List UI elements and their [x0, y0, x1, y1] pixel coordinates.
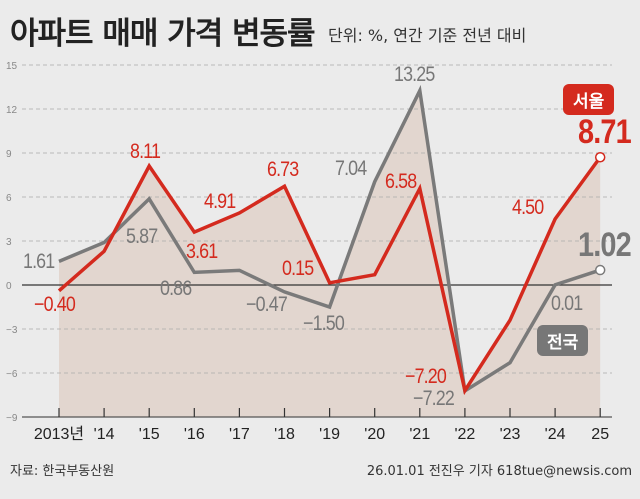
series-line-seoul: [57, 156, 602, 396]
source-note: 자료: 한국부동산원: [10, 464, 115, 479]
x-tick-label: 2013년: [34, 425, 84, 443]
legend-national: 전국: [537, 325, 589, 356]
x-tick-label: '23: [500, 426, 521, 443]
national-label-2015: 5.87: [126, 225, 158, 248]
national-label-2013: 1.61: [23, 250, 55, 273]
y-tick-label: 0: [6, 281, 12, 292]
y-tick-label: 6: [6, 193, 12, 204]
credit: 26.01.01 전진우 기자 618tue@newsis.com: [366, 464, 632, 479]
area-fill: [59, 90, 601, 418]
national-label-2018: −0.47: [246, 293, 288, 316]
seoul-label-2016: 3.61: [186, 240, 218, 263]
x-tick-label: '21: [409, 426, 430, 443]
national-label-2016: 0.86: [160, 277, 192, 300]
data-point-seoul: [594, 152, 606, 163]
x-tick-label: '20: [364, 426, 385, 443]
seoul-label-2013: −0.40: [34, 293, 76, 316]
x-tick-label: '19: [319, 426, 340, 443]
seoul-label-2019: 0.15: [282, 257, 314, 280]
seoul-label-2025: 8.71: [578, 113, 632, 151]
seoul-label-2024: 4.50: [512, 196, 544, 219]
y-tick-label: 12: [6, 105, 18, 116]
y-tick-label: −3: [6, 325, 18, 336]
subtitle: 단위: %, 연간 기준 전년 대비: [328, 26, 527, 45]
legend-seoul: 서울: [563, 84, 615, 115]
seoul-label-2021: 6.58: [385, 170, 417, 193]
y-tick-label: 15: [6, 61, 18, 72]
national-label-2022: −7.22: [413, 387, 455, 410]
national-label-2019: −1.50: [303, 312, 345, 335]
x-tick-label: '24: [545, 426, 566, 443]
x-tick-label: '18: [274, 426, 295, 443]
page-title: 아파트 매매 가격 변동률: [10, 16, 316, 52]
series-line-national: [58, 84, 601, 394]
seoul-label-2015: 8.11: [130, 140, 161, 163]
x-tick-label: '14: [94, 426, 115, 443]
y-tick-label: −9: [6, 413, 18, 424]
x-tick-label: 25: [591, 426, 609, 443]
y-tick-label: 9: [6, 149, 12, 160]
x-tick-label: '22: [454, 426, 475, 443]
x-tick-label: '15: [139, 426, 160, 443]
national-label-2025: 1.02: [578, 226, 632, 264]
seoul-label-2017: 4.91: [204, 190, 236, 213]
x-tick-label: '16: [184, 426, 205, 443]
data-point-national: [594, 264, 606, 276]
seoul-label-2022: −7.20: [405, 365, 447, 388]
y-tick-label: 3: [6, 237, 12, 248]
x-tick-label: '17: [229, 426, 250, 443]
national-label-2020: 7.04: [335, 157, 367, 180]
national-label-2024: 0.01: [551, 292, 583, 315]
national-label-2021: 13.25: [394, 63, 435, 86]
seoul-label-2018: 6.73: [267, 158, 299, 181]
y-tick-label: −6: [6, 369, 18, 380]
